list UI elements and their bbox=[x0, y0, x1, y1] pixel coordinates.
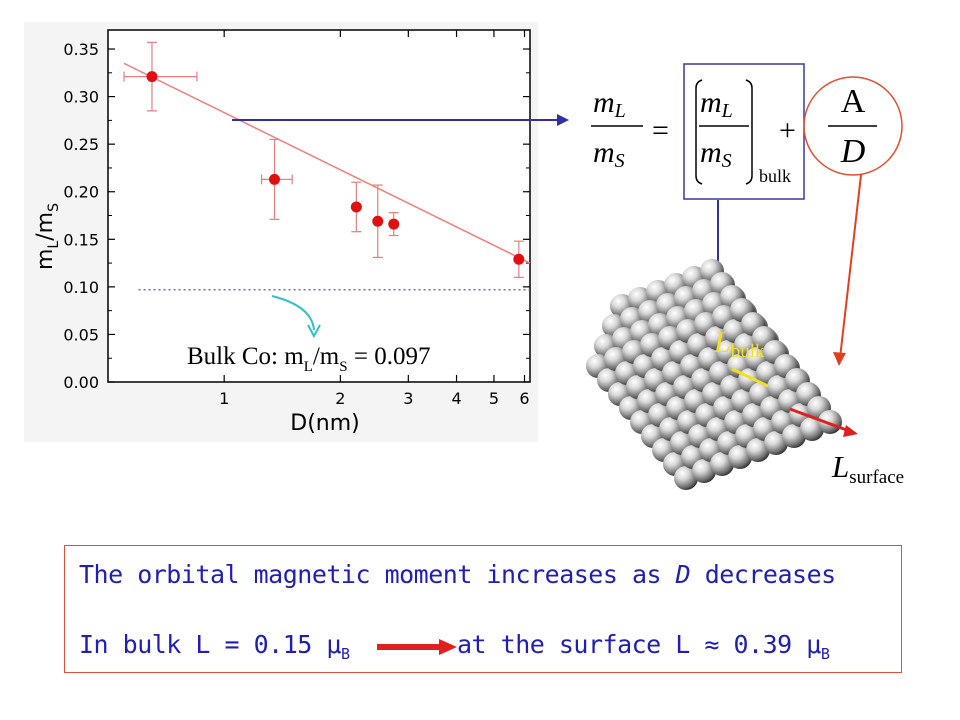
atom-sphere bbox=[818, 410, 842, 434]
x-axis-label: D(nm) bbox=[290, 411, 359, 436]
formula-surface-denominator: D bbox=[840, 133, 866, 170]
data-point bbox=[268, 173, 280, 185]
left-paren-top bbox=[695, 79, 703, 89]
approx-symbol: ≈ bbox=[704, 630, 719, 659]
right-arrow-icon bbox=[377, 639, 457, 655]
x-tick-label: 6 bbox=[519, 389, 529, 408]
data-point bbox=[350, 201, 362, 213]
formula-rhs-numerator: mL bbox=[700, 86, 733, 122]
bulk-statement: In bulk L = 0.15 bbox=[79, 630, 327, 659]
x-tick-label: 3 bbox=[403, 389, 413, 408]
connector-arrowhead bbox=[557, 114, 569, 126]
mu-symbol: μ bbox=[326, 630, 341, 659]
line1-variable: D bbox=[675, 560, 691, 589]
y-tick-label: 0.20 bbox=[63, 183, 99, 202]
y-tick-label: 0.35 bbox=[63, 40, 99, 59]
mu-symbol-2: μ bbox=[806, 630, 821, 659]
annotation-arrowhead bbox=[307, 324, 321, 339]
y-tick-label: 0.15 bbox=[63, 230, 99, 249]
formula-lhs-numerator: mL bbox=[593, 86, 626, 122]
atom-sphere bbox=[710, 452, 734, 476]
formula-equals: = bbox=[652, 114, 669, 147]
y-axis-label: mL/mS bbox=[33, 203, 62, 270]
line1-text: The orbital magnetic moment increases as bbox=[79, 560, 676, 589]
l-bulk-arrow bbox=[731, 367, 769, 388]
formula: mL mS = mL mS bulk + A D bbox=[591, 63, 903, 200]
formula-rhs-denominator: mS bbox=[700, 136, 732, 172]
surface-value: 0.39 bbox=[718, 630, 807, 659]
right-paren-bottom bbox=[745, 175, 753, 185]
atom-sphere bbox=[764, 431, 788, 455]
right-paren-top bbox=[745, 79, 753, 89]
x-tick-label: 4 bbox=[451, 389, 461, 408]
conclusion-line-2-surface: at the surface L ≈ 0.39 μB bbox=[457, 630, 830, 663]
formula-bulk-subscript: bulk bbox=[759, 166, 791, 186]
l-surface-arrowhead bbox=[843, 425, 858, 437]
l-bulk-label: Lbulk bbox=[713, 326, 765, 362]
formula-lhs-denominator: mS bbox=[593, 136, 625, 172]
left-paren-bottom bbox=[695, 175, 703, 185]
atom-sphere bbox=[746, 438, 770, 462]
plot-area bbox=[107, 29, 531, 383]
x-tick-label: 5 bbox=[489, 389, 499, 408]
surface-connector-arrowhead bbox=[833, 352, 846, 366]
linear-fit-line bbox=[123, 62, 531, 264]
formula-surface-numerator: A bbox=[841, 83, 866, 120]
atom-sphere bbox=[728, 445, 752, 469]
mu-b-subscript-2: B bbox=[820, 645, 830, 663]
y-tick-label: 0.00 bbox=[63, 373, 99, 392]
conclusion-line-2-bulk: In bulk L = 0.15 μB bbox=[79, 630, 350, 663]
atom-sphere bbox=[692, 459, 716, 483]
surface-term-circle bbox=[803, 76, 903, 176]
formula-plus: + bbox=[779, 114, 796, 147]
atom-sphere bbox=[800, 417, 824, 441]
mu-b-subscript: B bbox=[340, 645, 350, 663]
chart: 0.00 0.05 0.10 0.15 0.20 0.25 0.30 0.35 1 2 3 4 5 6 bbox=[63, 30, 531, 408]
atom-sphere bbox=[782, 424, 806, 448]
bulk-annotation: Bulk Co: mL/mS = 0.097 bbox=[187, 343, 430, 375]
y-tick-label: 0.30 bbox=[63, 88, 99, 107]
surface-connector bbox=[839, 174, 862, 359]
conclusion-box: The orbital magnetic moment increases as… bbox=[64, 545, 902, 673]
l-surface-label: Lsurface bbox=[831, 449, 904, 488]
data-point bbox=[513, 253, 525, 265]
surface-statement: at the surface L bbox=[457, 630, 705, 659]
y-tick-label: 0.05 bbox=[63, 325, 99, 344]
y-tick-label: 0.25 bbox=[63, 135, 99, 154]
nanoparticle-cluster bbox=[586, 259, 842, 490]
data-point bbox=[388, 218, 400, 230]
data-point bbox=[146, 71, 158, 83]
x-tick-label: 2 bbox=[335, 389, 345, 408]
conclusion-line-1: The orbital magnetic moment increases as… bbox=[79, 560, 836, 589]
data-point bbox=[372, 215, 384, 227]
atom-sphere bbox=[674, 466, 698, 490]
line1-text-end: decreases bbox=[690, 560, 836, 589]
x-tick-label: 1 bbox=[219, 389, 229, 408]
annotation-curved-arrow bbox=[271, 295, 315, 331]
y-tick-label: 0.10 bbox=[63, 278, 99, 297]
l-surface-arrow bbox=[789, 407, 853, 434]
